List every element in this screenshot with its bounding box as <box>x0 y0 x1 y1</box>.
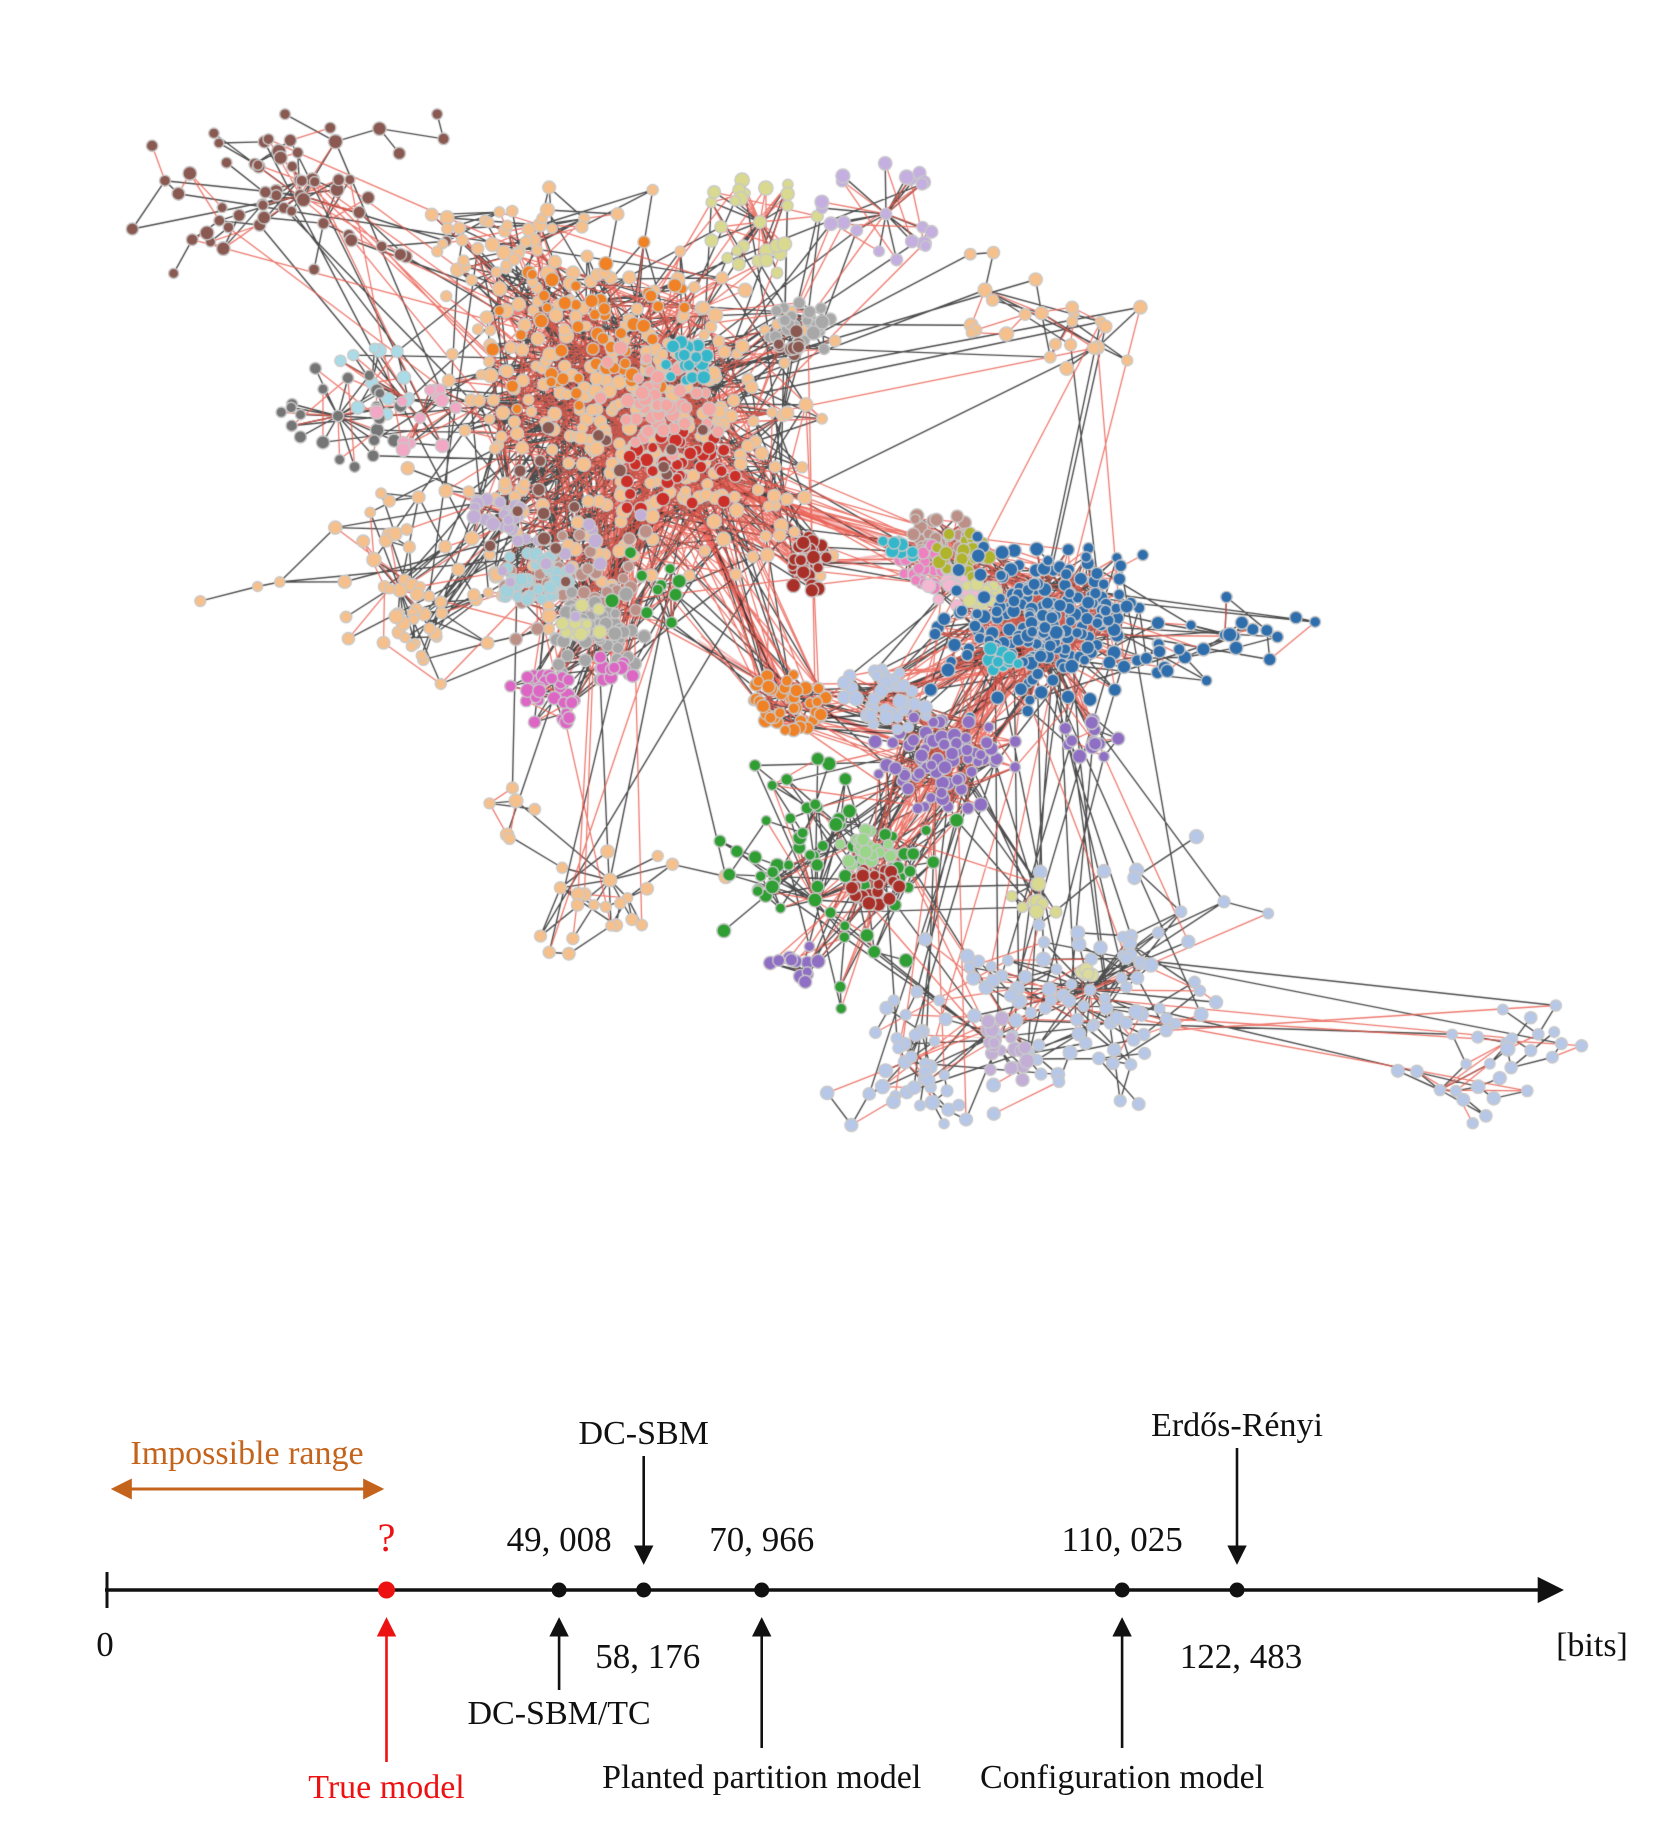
dc-sbm-tc-value: 49, 008 <box>507 1520 612 1559</box>
point-dc-sbm: DC-SBM 58, 176 <box>579 1415 709 1676</box>
dc-sbm-tc-label: DC-SBM/TC <box>467 1695 650 1732</box>
true-model-dot <box>378 1581 395 1599</box>
true-model-label: True model <box>308 1769 464 1806</box>
configuration-model-dot <box>1114 1582 1130 1598</box>
point-erdos-renyi: Erdős-Rényi 122, 483 <box>1151 1407 1323 1676</box>
network-graph-canvas <box>0 0 1677 1280</box>
impossible-range-label: Impossible range <box>130 1435 363 1472</box>
question-mark-label: ? <box>378 1515 396 1560</box>
configuration-model-label: Configuration model <box>980 1759 1264 1796</box>
point-configuration-model: 110, 025 Configuration model <box>980 1520 1264 1796</box>
erdos-renyi-dot <box>1229 1582 1245 1598</box>
point-true-model: ? True model <box>308 1515 464 1806</box>
erdos-renyi-label: Erdős-Rényi <box>1151 1407 1323 1444</box>
planted-partition-dot <box>754 1582 770 1598</box>
point-planted-partition: 70, 966 Planted partition model <box>602 1520 921 1796</box>
bits-unit-label: [bits] <box>1556 1627 1628 1664</box>
planted-partition-value: 70, 966 <box>709 1520 814 1559</box>
dc-sbm-label: DC-SBM <box>579 1415 709 1452</box>
origin-label: 0 <box>96 1625 114 1664</box>
dc-sbm-tc-dot <box>551 1582 567 1598</box>
planted-partition-label: Planted partition model <box>602 1759 921 1796</box>
configuration-model-value: 110, 025 <box>1061 1520 1182 1559</box>
dc-sbm-value: 58, 176 <box>595 1637 700 1676</box>
dc-sbm-dot <box>636 1582 652 1598</box>
point-dc-sbm-tc: 49, 008 DC-SBM/TC <box>467 1520 650 1732</box>
erdos-renyi-value: 122, 483 <box>1180 1637 1303 1676</box>
